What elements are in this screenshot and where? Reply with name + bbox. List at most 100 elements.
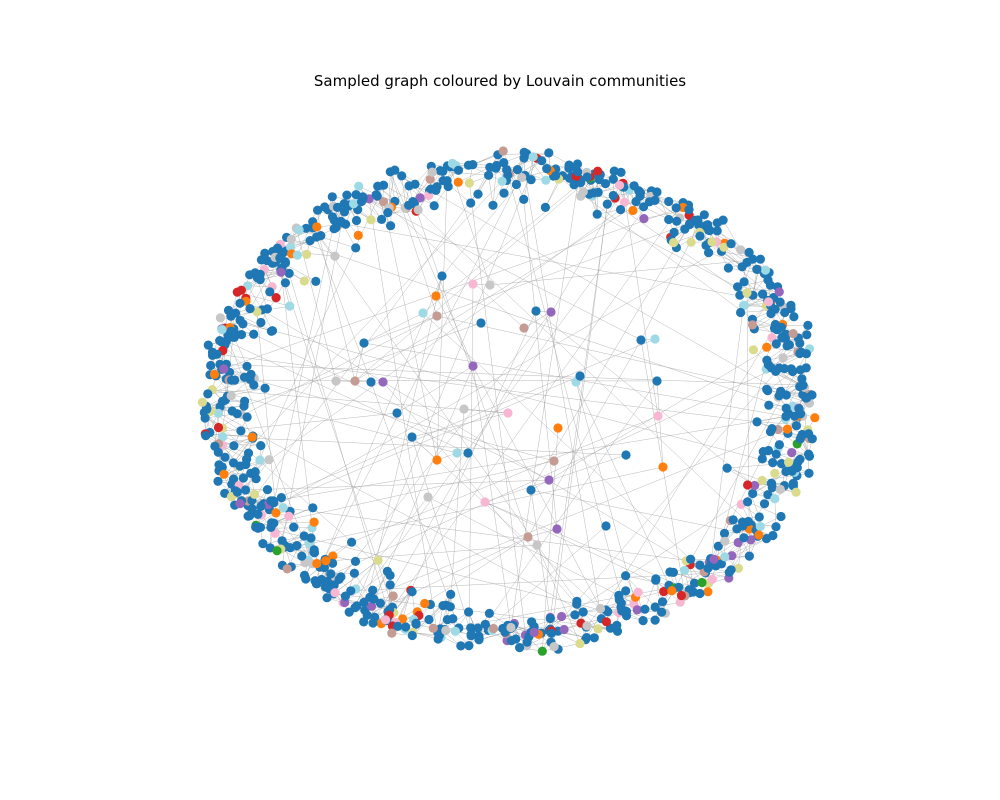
graph-node: [425, 174, 435, 184]
graph-node: [762, 342, 772, 352]
graph-edge: [269, 247, 725, 510]
graph-node: [241, 485, 251, 495]
graph-edge: [216, 354, 245, 378]
graph-node: [441, 600, 451, 610]
graph-node: [738, 521, 748, 531]
graph-node: [744, 551, 755, 561]
graph-node: [724, 567, 734, 577]
graph-node: [528, 152, 538, 162]
graph-node: [723, 263, 734, 273]
graph-node: [767, 424, 777, 434]
graph-edge: [249, 375, 581, 516]
graph-edge: [304, 544, 538, 564]
graph-node: [526, 175, 536, 185]
graph-edge: [545, 178, 559, 208]
graph-node: [241, 459, 251, 470]
graph-node: [359, 597, 369, 608]
graph-node: [761, 534, 772, 544]
graph-edge: [441, 175, 526, 277]
graph-edge: [380, 202, 684, 624]
graph-node: [447, 158, 457, 168]
graph-node: [788, 478, 799, 488]
graph-node: [226, 391, 236, 401]
graph-node: [667, 586, 677, 596]
graph-node: [411, 618, 421, 628]
graph-node: [466, 198, 476, 208]
graph-node: [636, 335, 646, 345]
graph-node: [523, 532, 533, 542]
graph-node: [252, 307, 262, 317]
graph-edge: [656, 380, 664, 468]
graph-node: [464, 607, 474, 617]
graph-node: [774, 287, 784, 297]
graph-edge: [364, 275, 443, 611]
graph-node: [347, 537, 357, 547]
graph-node: [733, 282, 743, 292]
graph-node: [755, 521, 765, 532]
graph-node: [709, 554, 719, 564]
graph-edge: [506, 160, 542, 181]
graph-node: [752, 417, 762, 427]
graph-node: [781, 411, 791, 421]
graph-node: [754, 512, 764, 522]
graph-node: [215, 336, 225, 346]
graph-edge: [205, 433, 261, 446]
graph-edge: [523, 199, 558, 530]
graph-node: [381, 615, 391, 625]
graph-node: [366, 377, 376, 387]
graph-edge: [535, 310, 755, 486]
graph-node: [271, 508, 281, 518]
graph-node: [775, 297, 785, 307]
graph-node: [722, 463, 732, 473]
graph-node: [784, 457, 794, 467]
graph-node: [614, 595, 624, 605]
graph-node: [766, 363, 777, 373]
graph-edge: [524, 152, 549, 176]
graph-node: [397, 171, 407, 181]
graph-node: [506, 622, 516, 633]
graph-node: [331, 223, 341, 233]
graph-edge: [450, 408, 465, 607]
graph-edge: [411, 436, 438, 461]
graph-node: [595, 603, 606, 614]
graph-node: [330, 251, 340, 261]
graph-edge: [530, 223, 690, 491]
graph-edge: [247, 285, 263, 311]
graph-edge: [261, 309, 691, 565]
graph-node: [743, 497, 753, 507]
graph-node: [485, 280, 495, 290]
graph-node: [386, 221, 396, 231]
graph-edge: [764, 485, 794, 505]
graph-node: [358, 192, 368, 202]
graph-node: [608, 190, 618, 201]
graph-node: [427, 167, 437, 177]
graph-node: [668, 567, 679, 578]
graph-node: [256, 441, 266, 451]
graph-edge: [383, 184, 414, 202]
graph-edge: [468, 283, 474, 646]
graph-node: [219, 364, 229, 374]
graph-node: [369, 594, 379, 604]
graph-node: [736, 245, 746, 255]
graph-node: [359, 617, 369, 627]
graph-node: [203, 340, 213, 350]
graph-node: [763, 490, 773, 500]
graph-node: [697, 577, 707, 588]
graph-node: [768, 458, 778, 468]
graph-edge: [212, 389, 509, 414]
graph-node: [354, 181, 364, 191]
graph-node: [797, 380, 808, 390]
graph-node: [230, 308, 241, 318]
graph-node: [635, 191, 645, 201]
graph-node: [313, 205, 323, 215]
graph-node: [368, 618, 378, 628]
graph-node: [221, 336, 231, 346]
graph-node: [621, 571, 631, 581]
graph-node: [312, 578, 322, 589]
graph-node: [378, 377, 388, 387]
graph-edge: [250, 195, 641, 474]
graph-node: [206, 360, 216, 371]
graph-node: [201, 431, 211, 441]
graph-edge: [314, 275, 443, 581]
